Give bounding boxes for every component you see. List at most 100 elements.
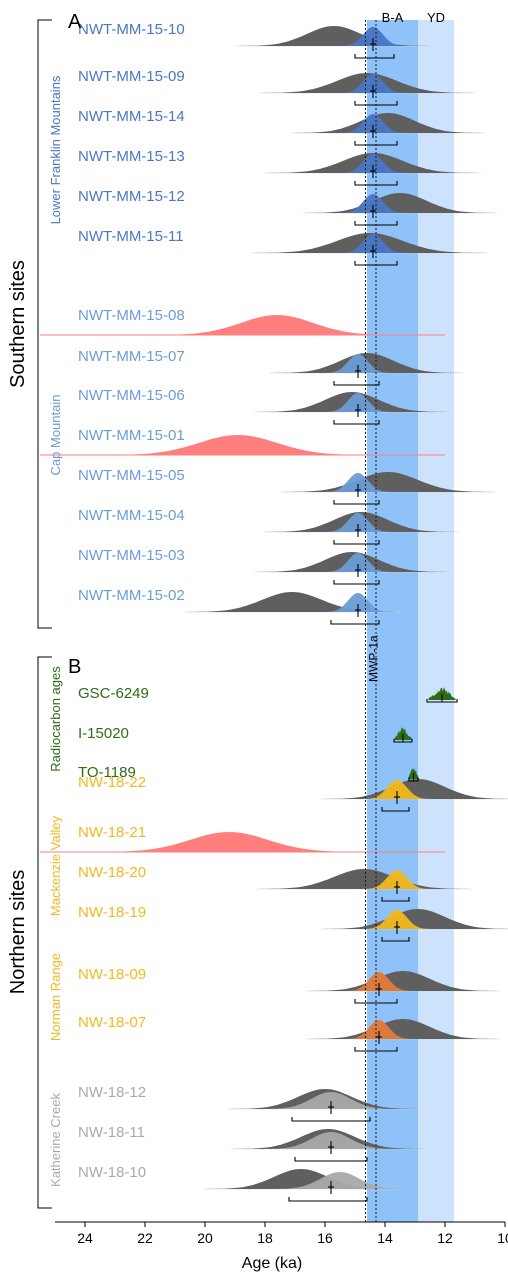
error-bar [333, 381, 380, 386]
group-density [323, 393, 393, 412]
outlier-density [151, 315, 403, 335]
error-bar [333, 420, 380, 425]
sample-label: NW-18-22 [78, 774, 146, 791]
panel-a-label: A [68, 11, 82, 33]
group-density [262, 1132, 400, 1149]
group-density [323, 513, 393, 532]
sample-label: I-15020 [78, 725, 129, 742]
error-bar [333, 580, 380, 585]
error-bar [333, 500, 380, 505]
outlier-density [92, 832, 366, 852]
subgroup-label: Radiocarbon ages [48, 666, 63, 772]
northern-bracket [37, 656, 52, 1209]
error-bar [381, 807, 410, 812]
sample-label: NW-18-09 [78, 966, 146, 983]
subgroup-label: Lower Franklin Mountains [48, 75, 63, 224]
subgroup-label: Norman Range [48, 953, 63, 1041]
sample-label: NW-18-10 [78, 1164, 146, 1181]
sample-label: NW-18-19 [78, 904, 146, 921]
error-bar [291, 1117, 371, 1122]
sample-label: NW-18-20 [78, 864, 146, 881]
sample-density [203, 1169, 399, 1189]
x-tick-label: 12 [437, 1230, 453, 1246]
sample-label: NWT-MM-15-09 [78, 68, 185, 85]
sample-label: NWT-MM-15-13 [78, 148, 185, 165]
sample-label: TO-1189 [78, 764, 136, 781]
error-bar [354, 181, 398, 186]
sample-density [320, 779, 508, 799]
sample-label: NWT-MM-15-14 [78, 108, 185, 125]
error-bar [330, 620, 380, 625]
outlier-density [101, 435, 375, 455]
error-bar [333, 540, 380, 545]
x-tick-label: 10 [497, 1230, 508, 1246]
error-bar [381, 897, 410, 902]
sample-label: GSC-6249 [78, 685, 149, 702]
group-density [338, 27, 408, 46]
x-tick-label: 18 [257, 1230, 273, 1246]
subgroup-label: Katherine Creek [48, 1093, 63, 1187]
x-axis-label: Age (ka) [242, 1255, 302, 1272]
sample-label: NWT-MM-15-08 [78, 307, 185, 324]
error-bar [381, 937, 410, 942]
sample-density [256, 869, 472, 889]
southern-bracket [37, 19, 52, 629]
radiocarbon-density [428, 687, 456, 700]
sample-density [320, 909, 508, 929]
group-density [338, 154, 408, 173]
error-bar [288, 1197, 368, 1202]
subgroup-label: Cap Mountain [48, 395, 63, 476]
group-density [262, 1092, 400, 1109]
x-tick-label: 24 [77, 1230, 93, 1246]
error-bar [354, 221, 398, 226]
sample-label: NWT-MM-15-04 [78, 507, 185, 524]
x-tick-label: 14 [377, 1230, 393, 1246]
sample-label: NWT-MM-15-03 [78, 547, 185, 564]
band-2 [418, 20, 454, 1222]
group-density [338, 74, 408, 93]
sample-density [305, 971, 501, 991]
x-tick-label: 20 [197, 1230, 213, 1246]
sample-label: NW-18-21 [78, 824, 146, 841]
sample-label: NWT-MM-15-06 [78, 387, 185, 404]
error-bar [354, 54, 395, 59]
x-tick-label: 22 [137, 1230, 153, 1246]
error-bar [354, 141, 398, 146]
sample-label: NWT-MM-15-05 [78, 467, 185, 484]
sample-label: NWT-MM-15-01 [78, 427, 185, 444]
error-bar [354, 101, 398, 106]
sample-density [280, 472, 496, 492]
group-density [338, 234, 408, 253]
sample-density [305, 1019, 501, 1039]
sample-label: NW-18-11 [78, 1124, 145, 1141]
error-bar [354, 999, 398, 1004]
group-density [338, 114, 408, 133]
reference-line-label: MWP-1a [367, 635, 381, 682]
sample-label: NWT-MM-15-12 [78, 188, 185, 205]
sample-label: NWT-MM-15-02 [78, 587, 185, 604]
band-label: YD [427, 10, 445, 25]
group-density [344, 972, 414, 991]
group-density [323, 553, 393, 572]
x-tick-label: 16 [317, 1230, 333, 1246]
sample-label: NWT-MM-15-07 [78, 348, 185, 365]
group-density [362, 870, 432, 889]
error-bar [354, 261, 398, 266]
group-density [271, 1172, 409, 1189]
subgroup-label: Mackenzie Valley [48, 815, 63, 916]
group-label-northern: Northern sites [7, 870, 29, 995]
group-density [362, 910, 432, 929]
group-density [323, 354, 393, 373]
group-density [338, 194, 408, 213]
group-density [323, 473, 393, 492]
sample-label: NWT-MM-15-10 [78, 21, 185, 38]
sample-label: NWT-MM-15-11 [78, 228, 184, 245]
group-density [362, 780, 432, 799]
error-bar [354, 1047, 398, 1052]
band-label: B-A [382, 10, 404, 25]
sample-label: NW-18-12 [78, 1084, 146, 1101]
sample-density [236, 26, 432, 46]
group-density [344, 1020, 414, 1039]
sample-density [184, 592, 400, 612]
